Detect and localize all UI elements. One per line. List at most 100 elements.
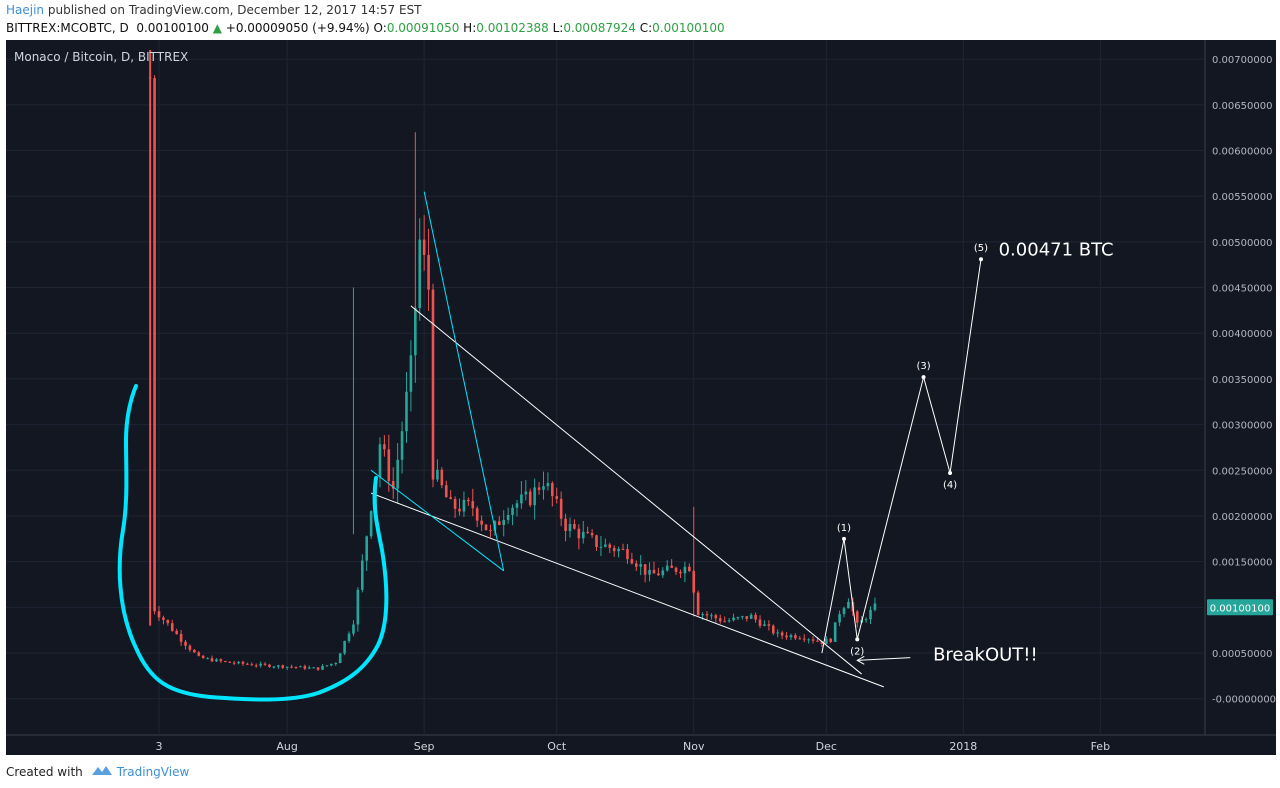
created-with-text: Created with: [6, 764, 83, 779]
candle-body: [785, 635, 788, 638]
candle-body: [701, 614, 704, 616]
candle-body: [228, 661, 232, 663]
candle-body: [537, 487, 541, 490]
candle-body: [670, 565, 673, 568]
candle-body: [414, 307, 417, 356]
candle-body: [630, 559, 634, 564]
candle-body: [855, 611, 859, 623]
candle-body: [453, 498, 457, 509]
tradingview-logo-icon[interactable]: [91, 764, 113, 779]
x-tick-label: Nov: [683, 740, 705, 753]
candle-body: [710, 615, 713, 617]
wave-label: (5): [974, 243, 988, 254]
price-label-box: [1207, 599, 1273, 616]
x-tick-label: Dec: [816, 740, 837, 753]
candle-body: [294, 666, 298, 668]
candle-body: [316, 667, 320, 670]
candle-body: [277, 665, 280, 667]
x-tick-label: Feb: [1091, 740, 1110, 753]
flag-line-2: [370, 469, 505, 572]
candle-body: [241, 661, 245, 664]
candle-body: [418, 239, 422, 308]
candle-body: [546, 483, 550, 487]
candle-body: [259, 663, 262, 666]
y-tick-label: 0.00300000: [1212, 421, 1272, 432]
candle-body: [626, 549, 629, 560]
candle-body: [732, 617, 735, 621]
chart-background: [6, 40, 1276, 755]
wave-label: (2): [850, 646, 864, 657]
candle-body: [586, 531, 589, 533]
candle-body: [467, 499, 470, 502]
candles: [148, 50, 877, 671]
y-tick-label: 0.00050000: [1212, 649, 1272, 660]
price-label-text: 0.00100100: [1210, 603, 1270, 614]
candle-body: [383, 444, 386, 450]
candle-body: [272, 666, 276, 668]
candle-body: [798, 638, 802, 640]
candle-body: [771, 625, 775, 634]
y-tick-label: 0.00650000: [1212, 101, 1272, 112]
candle-body: [391, 481, 395, 489]
candle-body: [590, 532, 594, 536]
candle-body: [780, 632, 784, 636]
candle-body: [449, 497, 452, 499]
candle-body: [502, 519, 506, 525]
candle-body: [444, 485, 448, 498]
candle-body: [347, 633, 351, 641]
low-label: L:: [552, 21, 564, 35]
y-tick-label: 0.00400000: [1212, 329, 1272, 340]
candle-body: [679, 571, 682, 574]
candle-body: [595, 535, 598, 547]
candle-body: [524, 491, 528, 495]
wave-point: [921, 375, 926, 380]
candle-body: [555, 496, 559, 499]
candle-body: [493, 521, 497, 531]
wave-label: (3): [916, 361, 930, 372]
wave-point: [948, 471, 953, 476]
candle-body: [533, 487, 536, 506]
candle-body: [175, 630, 178, 634]
breakout-arrow-line: [857, 657, 911, 661]
candle-body: [206, 658, 209, 660]
candle-body: [365, 536, 369, 561]
candle-body: [564, 518, 567, 531]
candle-body: [263, 663, 267, 665]
candle-body: [825, 638, 828, 644]
candle-body: [727, 620, 731, 622]
candle-body: [179, 633, 183, 642]
candle-body: [369, 511, 373, 537]
candle-body: [360, 560, 364, 590]
candle-body: [356, 589, 360, 625]
chart-title: Monaco / Bitcoin, D, BITTREX: [14, 50, 188, 64]
candle-body: [599, 546, 603, 548]
candle-body: [718, 618, 722, 622]
candle-body: [387, 449, 391, 482]
author-link[interactable]: Haejin: [6, 3, 45, 17]
candle-body: [405, 391, 408, 432]
wave-point: [842, 536, 846, 541]
x-tick-label: 3: [156, 740, 163, 753]
candle-body: [246, 663, 249, 665]
candle-body: [842, 608, 846, 615]
time-axis: 3 Aug Sep Oct Nov Dec 2018 Feb: [156, 740, 1111, 753]
wave-point: [855, 637, 860, 642]
triangle-up-icon: ▲: [212, 21, 222, 35]
candle-body: [802, 638, 806, 640]
elliott-wave: (1) (2) (3) (4) (5): [821, 243, 988, 657]
footer: Created with TradingView: [6, 764, 189, 779]
candle-body: [767, 624, 771, 626]
candle-body: [166, 619, 170, 624]
tradingview-brand-link[interactable]: TradingView: [116, 764, 190, 779]
candle-body: [285, 666, 289, 668]
candle-body: [661, 570, 665, 576]
current-price-label: 0.00100100: [1207, 599, 1273, 616]
candle-body: [833, 622, 837, 642]
annotations: 0.00471 BTC BreakOUT!!: [856, 240, 1114, 665]
price-chart[interactable]: 0.00700000 0.00650000 0.00600000 0.00550000…: [0, 0, 1280, 760]
candle-body: [396, 459, 399, 489]
cup-marker-line: [117, 384, 389, 702]
candle-body: [210, 658, 214, 662]
candle-body: [462, 499, 466, 512]
candle-body: [250, 664, 254, 666]
